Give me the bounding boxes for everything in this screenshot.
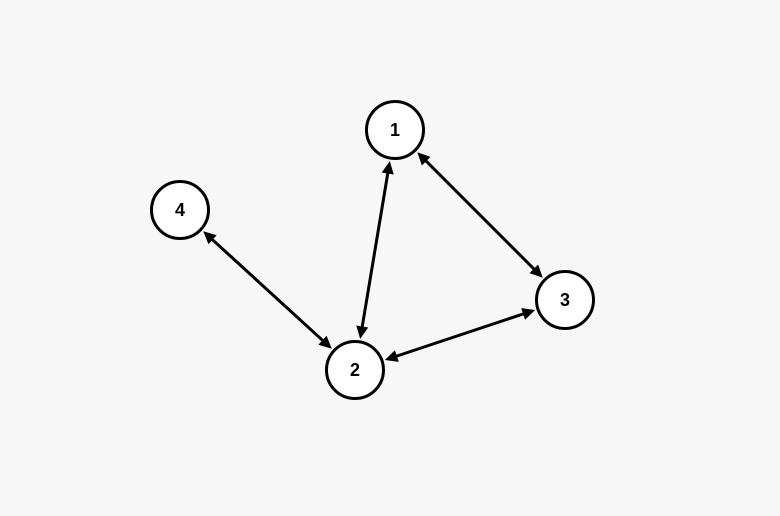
node-label: 3 [560,290,570,311]
graph-node-4: 4 [150,180,210,240]
edges-layer [0,0,780,516]
edge [209,237,325,343]
graph-node-2: 2 [325,340,385,400]
arrowhead [385,350,399,362]
edge [423,158,537,272]
graph-diagram: 1 2 3 4 [0,0,780,516]
edge [393,313,527,358]
arrowhead [356,325,368,338]
edge [362,169,389,330]
arrowhead [382,161,394,174]
arrowhead [521,308,535,320]
graph-node-3: 3 [535,270,595,330]
graph-node-1: 1 [365,100,425,160]
node-label: 2 [350,360,360,381]
node-label: 4 [175,200,185,221]
node-label: 1 [390,120,400,141]
